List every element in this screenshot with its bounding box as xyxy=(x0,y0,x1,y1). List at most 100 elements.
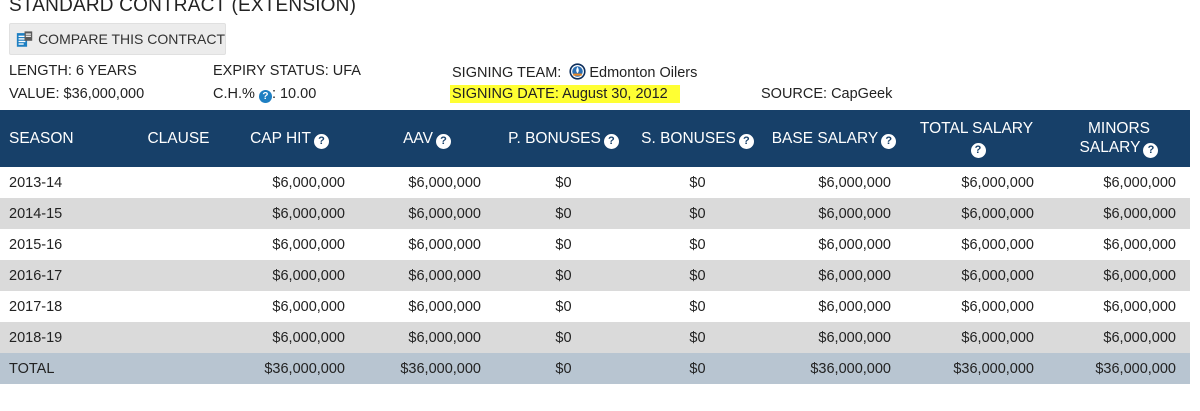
total-salary-cell: $6,000,000 xyxy=(905,167,1048,198)
clause-cell xyxy=(137,353,220,384)
p-bonuses-total-cell: $0 xyxy=(495,353,632,384)
total-salary-label: TOTAL SALARY xyxy=(919,119,1034,137)
expiry-value: UFA xyxy=(332,63,361,79)
p-bonuses-cell: $0 xyxy=(495,260,632,291)
col-header-season[interactable]: SEASON xyxy=(0,110,137,167)
total-salary-total-cell: $36,000,000 xyxy=(905,353,1048,384)
p-bonuses-cell: $0 xyxy=(495,229,632,260)
help-icon[interactable]: ? xyxy=(313,133,329,149)
aav-cell: $6,000,000 xyxy=(359,198,495,229)
ch-value: : 10.00 xyxy=(271,86,317,102)
table-total-row: TOTAL $36,000,000 $36,000,000 $0 $0 $36,… xyxy=(0,353,1190,384)
col-header-cap-hit[interactable]: CAP HIT? xyxy=(220,110,359,167)
clause-cell xyxy=(137,291,220,322)
base-salary-total-cell: $36,000,000 xyxy=(763,353,905,384)
col-header-minors-salary[interactable]: MINORS SALARY? xyxy=(1048,110,1190,167)
cap-hit-cell: $6,000,000 xyxy=(220,198,359,229)
minors-salary-cell: $6,000,000 xyxy=(1048,260,1190,291)
aav-total-cell: $36,000,000 xyxy=(359,353,495,384)
col-header-total-salary[interactable]: TOTAL SALARY? xyxy=(905,110,1048,167)
col-header-p-bonuses[interactable]: P. BONUSES? xyxy=(495,110,632,167)
season-cell: 2016-17 xyxy=(0,260,137,291)
signing-date-highlight: SIGNING DATE: August 30, 2012 xyxy=(450,85,680,103)
total-label-cell: TOTAL xyxy=(0,353,137,384)
aav-label: AAV xyxy=(403,129,433,147)
cap-hit-cell: $6,000,000 xyxy=(220,229,359,260)
minors-salary-cell: $6,000,000 xyxy=(1048,291,1190,322)
value-info: VALUE: $36,000,000 xyxy=(9,86,144,102)
s-bonuses-label: S. BONUSES xyxy=(641,129,736,147)
s-bonuses-cell: $0 xyxy=(632,322,763,353)
contract-table: SEASON CLAUSE CAP HIT? AAV? P. BONUSES? … xyxy=(0,110,1190,384)
help-icon[interactable]: ? xyxy=(738,133,754,149)
help-icon[interactable]: ? xyxy=(881,133,897,149)
signing-team-info: SIGNING TEAM: Edmonton Oilers xyxy=(452,63,697,81)
base-salary-cell: $6,000,000 xyxy=(763,260,905,291)
cap-hit-cell: $6,000,000 xyxy=(220,322,359,353)
table-row: 2013-14 $6,000,000 $6,000,000 $0 $0 $6,0… xyxy=(0,167,1190,198)
base-salary-cell: $6,000,000 xyxy=(763,167,905,198)
cap-hit-percent-info: C.H.% ?: 10.00 xyxy=(213,86,316,103)
help-icon[interactable]: ? xyxy=(1143,143,1159,159)
minors-label: MINORS xyxy=(1088,119,1150,137)
minors-salary-cell: $6,000,000 xyxy=(1048,322,1190,353)
table-row: 2016-17 $6,000,000 $6,000,000 $0 $0 $6,0… xyxy=(0,260,1190,291)
cap-hit-cell: $6,000,000 xyxy=(220,260,359,291)
col-header-s-bonuses[interactable]: S. BONUSES? xyxy=(632,110,763,167)
p-bonuses-cell: $0 xyxy=(495,167,632,198)
season-cell: 2017-18 xyxy=(0,291,137,322)
value-amount: $36,000,000 xyxy=(63,86,145,102)
s-bonuses-cell: $0 xyxy=(632,260,763,291)
aav-cell: $6,000,000 xyxy=(359,229,495,260)
signing-team-label: SIGNING TEAM: xyxy=(452,65,562,81)
cap-hit-total-cell: $36,000,000 xyxy=(220,353,359,384)
p-bonuses-cell: $0 xyxy=(495,198,632,229)
minors-salary-cell: $6,000,000 xyxy=(1048,198,1190,229)
total-salary-cell: $6,000,000 xyxy=(905,260,1048,291)
cap-hit-cell: $6,000,000 xyxy=(220,291,359,322)
s-bonuses-cell: $0 xyxy=(632,167,763,198)
col-header-base-salary[interactable]: BASE SALARY? xyxy=(763,110,905,167)
minors-salary-cell: $6,000,000 xyxy=(1048,167,1190,198)
source-value: CapGeek xyxy=(831,86,893,102)
base-salary-cell: $6,000,000 xyxy=(763,291,905,322)
season-cell: 2013-14 xyxy=(0,167,137,198)
p-bonuses-cell: $0 xyxy=(495,322,632,353)
s-bonuses-cell: $0 xyxy=(632,198,763,229)
p-bonuses-cell: $0 xyxy=(495,291,632,322)
base-salary-cell: $6,000,000 xyxy=(763,198,905,229)
signing-team-link[interactable]: Edmonton Oilers xyxy=(589,65,698,81)
aav-cell: $6,000,000 xyxy=(359,167,495,198)
col-header-aav[interactable]: AAV? xyxy=(359,110,495,167)
document-compare-icon xyxy=(16,30,33,47)
season-cell: 2014-15 xyxy=(0,198,137,229)
cap-hit-label: CAP HIT xyxy=(250,129,311,147)
table-row: 2014-15 $6,000,000 $6,000,000 $0 $0 $6,0… xyxy=(0,198,1190,229)
total-salary-cell: $6,000,000 xyxy=(905,291,1048,322)
total-salary-cell: $6,000,000 xyxy=(905,229,1048,260)
length-info: LENGTH: 6 YEARS xyxy=(9,63,137,79)
minors-salary-cell: $6,000,000 xyxy=(1048,229,1190,260)
table-row: 2018-19 $6,000,000 $6,000,000 $0 $0 $6,0… xyxy=(0,322,1190,353)
oilers-logo-icon[interactable] xyxy=(569,63,586,80)
table-row: 2017-18 $6,000,000 $6,000,000 $0 $0 $6,0… xyxy=(0,291,1190,322)
s-bonuses-cell: $0 xyxy=(632,229,763,260)
help-icon[interactable]: ? xyxy=(603,133,619,149)
help-icon[interactable]: ? xyxy=(435,133,451,149)
total-salary-cell: $6,000,000 xyxy=(905,198,1048,229)
help-icon[interactable]: ? xyxy=(970,143,986,159)
total-salary-cell: $6,000,000 xyxy=(905,322,1048,353)
compare-contract-button[interactable]: COMPARE THIS CONTRACT xyxy=(9,23,226,55)
base-salary-label: BASE SALARY xyxy=(771,129,879,147)
col-header-clause[interactable]: CLAUSE xyxy=(137,110,220,167)
source-info: SOURCE: CapGeek xyxy=(761,86,892,102)
aav-cell: $6,000,000 xyxy=(359,291,495,322)
s-bonuses-total-cell: $0 xyxy=(632,353,763,384)
cap-hit-cell: $6,000,000 xyxy=(220,167,359,198)
table-header-row: SEASON CLAUSE CAP HIT? AAV? P. BONUSES? … xyxy=(0,110,1190,167)
season-cell: 2015-16 xyxy=(0,229,137,260)
help-icon[interactable]: ? xyxy=(258,90,272,103)
length-label: LENGTH: xyxy=(9,63,72,79)
length-value: 6 YEARS xyxy=(75,63,137,79)
